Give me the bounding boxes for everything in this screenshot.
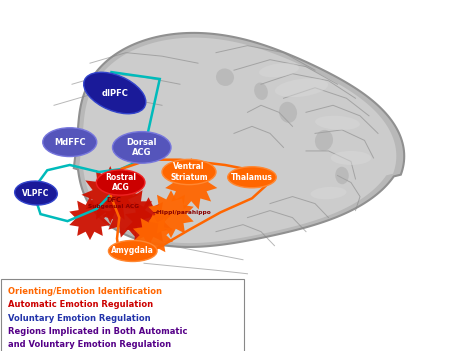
Ellipse shape	[335, 167, 349, 184]
Text: Rostral
ACG: Rostral ACG	[105, 173, 136, 192]
Text: DFC: DFC	[106, 197, 121, 203]
Text: →Hippi/parahippo: →Hippi/parahippo	[153, 210, 211, 215]
Ellipse shape	[310, 187, 346, 199]
Ellipse shape	[315, 130, 333, 151]
Ellipse shape	[84, 72, 146, 114]
Ellipse shape	[96, 170, 145, 195]
Text: Subgenual ACG: Subgenual ACG	[88, 204, 139, 208]
Text: Amygdala: Amygdala	[111, 246, 154, 256]
Polygon shape	[133, 214, 173, 256]
FancyBboxPatch shape	[1, 279, 244, 351]
Polygon shape	[81, 166, 139, 224]
Text: MdFFC: MdFFC	[54, 138, 86, 147]
Text: Ventral
Striatum: Ventral Striatum	[170, 162, 208, 182]
Polygon shape	[74, 33, 404, 247]
Text: VLPFC: VLPFC	[22, 188, 50, 198]
Ellipse shape	[275, 78, 328, 97]
Polygon shape	[102, 186, 154, 238]
Ellipse shape	[216, 68, 234, 86]
Ellipse shape	[112, 132, 171, 163]
Ellipse shape	[43, 128, 97, 157]
Text: Voluntary Emotion Regulation: Voluntary Emotion Regulation	[8, 314, 151, 323]
Text: and Voluntary Emotion Regulation: and Voluntary Emotion Regulation	[8, 340, 171, 350]
Ellipse shape	[162, 159, 216, 185]
Text: dlPFC: dlPFC	[101, 88, 128, 98]
Polygon shape	[79, 38, 396, 243]
Text: Regions Implicated in Both Automatic: Regions Implicated in Both Automatic	[8, 327, 188, 336]
Ellipse shape	[331, 151, 371, 165]
Text: Dorsal
ACG: Dorsal ACG	[126, 138, 157, 157]
Text: Orienting/Emotion Identification: Orienting/Emotion Identification	[8, 287, 162, 296]
Polygon shape	[69, 197, 111, 240]
Ellipse shape	[254, 82, 268, 100]
Ellipse shape	[279, 102, 297, 123]
Ellipse shape	[108, 240, 157, 261]
Text: Automatic Emotion Regulation: Automatic Emotion Regulation	[8, 300, 153, 310]
Ellipse shape	[15, 181, 57, 205]
Polygon shape	[165, 158, 217, 210]
Ellipse shape	[259, 63, 299, 77]
Ellipse shape	[228, 167, 276, 188]
Ellipse shape	[315, 116, 360, 130]
Polygon shape	[148, 190, 194, 238]
Polygon shape	[125, 197, 172, 246]
Text: Thalamus: Thalamus	[231, 173, 273, 182]
